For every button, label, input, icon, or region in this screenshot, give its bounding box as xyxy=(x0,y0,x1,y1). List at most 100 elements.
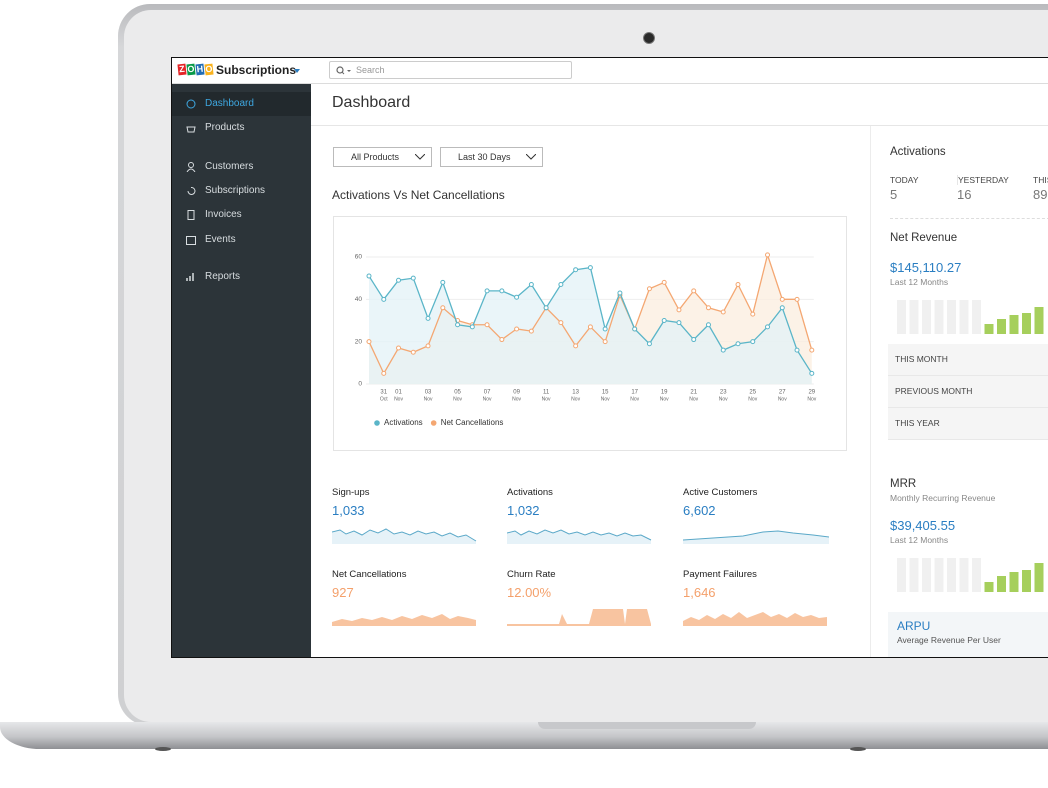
data-point xyxy=(661,279,667,285)
data-point xyxy=(794,296,800,302)
data-point xyxy=(617,290,623,296)
amount: $145,110.27 xyxy=(890,260,962,275)
divider xyxy=(890,218,1048,219)
x-tick-label: 07 xyxy=(484,390,491,396)
nav-item[interactable]: Invoices xyxy=(172,203,311,227)
camera xyxy=(643,32,655,44)
legend-label: Activations xyxy=(384,418,423,427)
kpi-value: 1,646 xyxy=(683,585,716,600)
revenue-row: THIS YEAR xyxy=(888,408,1048,440)
data-point xyxy=(765,252,771,258)
chevron xyxy=(415,154,425,160)
app-name[interactable]: Subscriptions xyxy=(216,63,297,77)
x-tick-label: 23 xyxy=(720,390,727,396)
sparkline xyxy=(332,528,477,544)
x-tick-label: Nov xyxy=(630,396,639,402)
nav-item[interactable]: Events xyxy=(172,228,311,252)
y-tick-label: 60 xyxy=(355,254,363,261)
data-point xyxy=(410,349,416,355)
data-point xyxy=(809,347,815,353)
filter-dropdown[interactable]: Last 30 Days xyxy=(440,147,543,167)
data-point xyxy=(765,324,771,330)
data-point xyxy=(425,343,431,349)
x-tick-label: Nov xyxy=(601,396,610,402)
nav-label: Customers xyxy=(205,161,254,172)
nav-item[interactable]: Reports xyxy=(172,265,311,289)
data-point xyxy=(514,326,520,332)
nav-item[interactable]: Customers xyxy=(172,155,311,179)
divider xyxy=(311,125,1048,126)
panel-title: Activations xyxy=(890,146,946,158)
nav-label: Events xyxy=(205,234,236,245)
legend-item[interactable]: Activations xyxy=(374,418,423,427)
legend-item[interactable]: Net Cancellations xyxy=(430,418,504,427)
data-point xyxy=(528,328,534,334)
data-point xyxy=(705,305,711,311)
nav-item[interactable]: Products xyxy=(172,116,311,140)
stat-value: 89 xyxy=(1033,187,1048,202)
x-tick-label: 01 xyxy=(395,390,402,396)
data-point xyxy=(396,345,402,351)
chart-title: Activations Vs Net Cancellations xyxy=(332,188,505,202)
filter-dropdown[interactable]: All Products xyxy=(333,147,432,167)
stat-value: 16 xyxy=(957,187,972,202)
stat-label: TODAY xyxy=(890,175,919,185)
kpi-label: Net Cancellations xyxy=(332,569,407,580)
x-tick-label: Nov xyxy=(689,396,698,402)
foot xyxy=(850,747,866,751)
nav-label: Dashboard xyxy=(205,98,254,109)
period: Last 12 Months xyxy=(890,535,949,545)
panel-title: ARPU xyxy=(897,619,931,633)
legend-swatch xyxy=(430,420,437,426)
panel-subtitle: Monthly Recurring Revenue xyxy=(890,493,996,503)
kpi-value: 12.00% xyxy=(507,585,552,600)
logo-letter: Z xyxy=(177,63,187,76)
x-tick-label: Nov xyxy=(571,396,580,402)
data-point xyxy=(484,322,490,328)
nav-icon xyxy=(187,210,195,220)
data-point xyxy=(587,265,593,271)
kpi-label: Activations xyxy=(507,487,553,498)
kpi-label: Sign-ups xyxy=(332,487,370,498)
logo-letter: O xyxy=(204,63,214,76)
kpi-value: 1,033 xyxy=(332,503,365,518)
data-point xyxy=(779,296,785,302)
nav-item[interactable]: Subscriptions xyxy=(172,179,311,203)
x-tick-label: 03 xyxy=(425,390,432,396)
nav-icon xyxy=(186,126,196,133)
data-point xyxy=(410,275,416,281)
x-tick-label: 17 xyxy=(631,390,638,396)
x-tick-label: 31 xyxy=(380,390,387,396)
data-point xyxy=(602,326,608,332)
x-tick-label: 27 xyxy=(779,390,786,396)
data-point xyxy=(720,309,726,315)
sparkline xyxy=(332,614,476,626)
sidebar: Dashboard Products Customers Subscriptio… xyxy=(172,84,311,657)
data-point xyxy=(691,288,697,294)
nav-icon xyxy=(186,162,196,172)
x-tick-label: Nov xyxy=(394,396,403,402)
data-point xyxy=(735,341,741,347)
data-point xyxy=(558,320,564,326)
screen: Z O H O Subscriptions Search Dashboard P… xyxy=(171,57,1048,658)
y-tick-label: 20 xyxy=(355,338,363,345)
chart-panel: 0 20 40 60 31 Oct 01 Nov 03 Nov 05 Nov 07 Nov 09 Nov 11 N… xyxy=(333,216,847,451)
data-point xyxy=(632,326,638,332)
logo-letter: H xyxy=(195,63,205,76)
data-point xyxy=(691,337,697,343)
search-box[interactable]: Search xyxy=(329,61,572,79)
y-tick-label: 40 xyxy=(355,296,363,303)
nav-icon xyxy=(186,236,196,245)
data-point xyxy=(676,320,682,326)
panel-subtitle: Average Revenue Per User xyxy=(897,635,1001,645)
data-point xyxy=(573,343,579,349)
x-tick-label: Nov xyxy=(778,396,787,402)
data-point xyxy=(381,296,387,302)
nav-icon xyxy=(187,186,196,195)
x-tick-label: Nov xyxy=(807,396,816,402)
nav-item[interactable]: Dashboard xyxy=(172,92,311,116)
data-point xyxy=(587,324,593,330)
data-point xyxy=(499,337,505,343)
kpi-value: 927 xyxy=(332,585,354,600)
nav-label: Invoices xyxy=(205,209,242,220)
